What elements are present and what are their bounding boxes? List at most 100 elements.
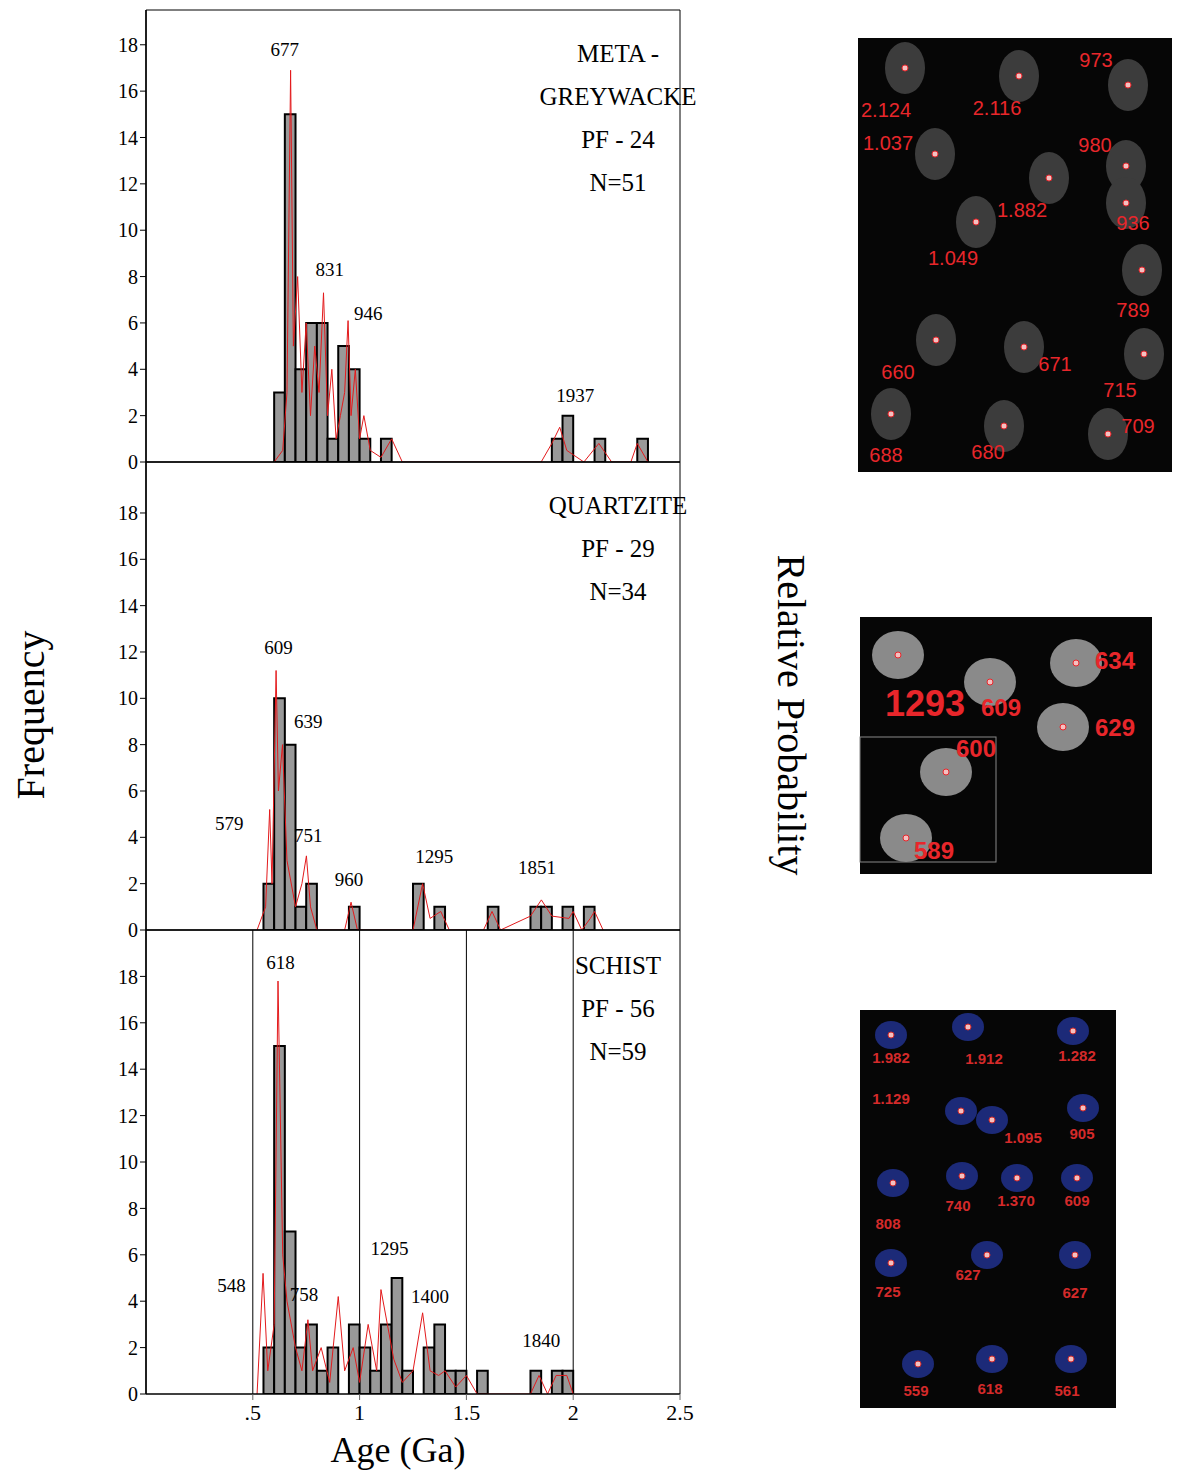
svg-text:10: 10 bbox=[118, 1151, 138, 1173]
svg-text:10: 10 bbox=[118, 219, 138, 241]
svg-text:1.095: 1.095 bbox=[1004, 1129, 1042, 1146]
svg-text:609: 609 bbox=[981, 694, 1021, 721]
svg-text:PF - 56: PF - 56 bbox=[581, 995, 655, 1022]
svg-text:2.124: 2.124 bbox=[861, 99, 911, 121]
svg-text:1.049: 1.049 bbox=[928, 247, 978, 269]
svg-text:660: 660 bbox=[881, 361, 914, 383]
svg-text:1.5: 1.5 bbox=[453, 1400, 481, 1425]
svg-text:1295: 1295 bbox=[371, 1238, 409, 1259]
svg-text:6: 6 bbox=[128, 312, 138, 334]
svg-text:629: 629 bbox=[1095, 714, 1135, 741]
svg-text:609: 609 bbox=[1064, 1192, 1089, 1209]
svg-text:559: 559 bbox=[903, 1382, 928, 1399]
svg-text:META -: META - bbox=[577, 40, 659, 67]
svg-text:740: 740 bbox=[945, 1197, 970, 1214]
svg-text:PF - 24: PF - 24 bbox=[581, 126, 655, 153]
svg-text:6: 6 bbox=[128, 1244, 138, 1266]
svg-text:960: 960 bbox=[335, 869, 364, 890]
svg-text:6: 6 bbox=[128, 780, 138, 802]
svg-text:1840: 1840 bbox=[522, 1330, 560, 1351]
svg-text:4: 4 bbox=[128, 358, 138, 380]
svg-text:1.912: 1.912 bbox=[965, 1050, 1003, 1067]
svg-text:980: 980 bbox=[1078, 134, 1111, 156]
svg-text:634: 634 bbox=[1095, 647, 1136, 674]
svg-text:N=51: N=51 bbox=[589, 169, 646, 196]
svg-text:14: 14 bbox=[118, 1058, 138, 1080]
svg-text:831: 831 bbox=[315, 259, 344, 280]
svg-text:GREYWACKE: GREYWACKE bbox=[540, 83, 697, 110]
svg-text:10: 10 bbox=[118, 687, 138, 709]
svg-text:973: 973 bbox=[1079, 49, 1112, 71]
svg-text:16: 16 bbox=[118, 548, 138, 570]
svg-text:1.282: 1.282 bbox=[1058, 1047, 1096, 1064]
svg-text:1851: 1851 bbox=[518, 857, 556, 878]
svg-text:725: 725 bbox=[875, 1283, 900, 1300]
svg-text:N=59: N=59 bbox=[589, 1038, 646, 1065]
svg-text:1937: 1937 bbox=[556, 385, 594, 406]
svg-text:1.129: 1.129 bbox=[872, 1090, 910, 1107]
svg-text:1.882: 1.882 bbox=[997, 199, 1047, 221]
svg-text:1295: 1295 bbox=[415, 846, 453, 867]
svg-text:14: 14 bbox=[118, 595, 138, 617]
svg-text:905: 905 bbox=[1069, 1125, 1094, 1142]
svg-text:609: 609 bbox=[264, 637, 293, 658]
svg-text:789: 789 bbox=[1116, 299, 1149, 321]
svg-text:2: 2 bbox=[128, 1337, 138, 1359]
svg-text:671: 671 bbox=[1038, 353, 1071, 375]
svg-text:0: 0 bbox=[128, 1383, 138, 1405]
svg-text:8: 8 bbox=[128, 1198, 138, 1220]
svg-text:2: 2 bbox=[128, 405, 138, 427]
svg-text:758: 758 bbox=[290, 1284, 319, 1305]
svg-text:709: 709 bbox=[1121, 415, 1154, 437]
svg-text:4: 4 bbox=[128, 826, 138, 848]
svg-text:18: 18 bbox=[118, 502, 138, 524]
svg-text:627: 627 bbox=[1062, 1284, 1087, 1301]
svg-text:2: 2 bbox=[568, 1400, 579, 1425]
svg-text:946: 946 bbox=[354, 303, 383, 324]
svg-text:4: 4 bbox=[128, 1290, 138, 1312]
svg-text:14: 14 bbox=[118, 127, 138, 149]
svg-text:0: 0 bbox=[128, 919, 138, 941]
svg-text:589: 589 bbox=[914, 837, 954, 864]
svg-text:618: 618 bbox=[266, 952, 295, 973]
svg-text:12: 12 bbox=[118, 173, 138, 195]
svg-text:.5: .5 bbox=[245, 1400, 261, 1425]
svg-text:SCHIST: SCHIST bbox=[575, 952, 661, 979]
svg-text:1.037: 1.037 bbox=[863, 132, 913, 154]
svg-text:Relative Probability: Relative Probability bbox=[769, 554, 814, 875]
svg-text:1.370: 1.370 bbox=[997, 1192, 1035, 1209]
svg-text:2: 2 bbox=[128, 873, 138, 895]
svg-text:2.5: 2.5 bbox=[666, 1400, 694, 1425]
svg-text:639: 639 bbox=[294, 711, 323, 732]
svg-text:715: 715 bbox=[1103, 379, 1136, 401]
svg-text:618: 618 bbox=[977, 1380, 1002, 1397]
svg-text:18: 18 bbox=[118, 34, 138, 56]
svg-text:18: 18 bbox=[118, 966, 138, 988]
svg-text:936: 936 bbox=[1116, 212, 1149, 234]
svg-text:QUARTZITE: QUARTZITE bbox=[549, 492, 688, 519]
svg-text:12: 12 bbox=[118, 1105, 138, 1127]
svg-text:8: 8 bbox=[128, 734, 138, 756]
svg-text:16: 16 bbox=[118, 1012, 138, 1034]
svg-text:N=34: N=34 bbox=[589, 578, 647, 605]
svg-text:Frequency: Frequency bbox=[8, 631, 53, 800]
svg-text:1293: 1293 bbox=[885, 683, 965, 724]
svg-text:2.116: 2.116 bbox=[973, 97, 1022, 119]
svg-text:677: 677 bbox=[271, 39, 300, 60]
svg-text:561: 561 bbox=[1054, 1382, 1079, 1399]
svg-text:548: 548 bbox=[217, 1275, 246, 1296]
svg-text:751: 751 bbox=[294, 825, 323, 846]
svg-text:627: 627 bbox=[955, 1266, 980, 1283]
svg-text:16: 16 bbox=[118, 80, 138, 102]
svg-text:12: 12 bbox=[118, 641, 138, 663]
svg-text:PF - 29: PF - 29 bbox=[581, 535, 655, 562]
svg-text:8: 8 bbox=[128, 266, 138, 288]
svg-text:680: 680 bbox=[971, 441, 1004, 463]
svg-text:600: 600 bbox=[956, 735, 996, 762]
svg-text:Age (Ga): Age (Ga) bbox=[331, 1430, 466, 1470]
svg-text:1400: 1400 bbox=[411, 1286, 449, 1307]
svg-text:579: 579 bbox=[215, 813, 244, 834]
svg-text:0: 0 bbox=[128, 451, 138, 473]
svg-text:1.982: 1.982 bbox=[872, 1049, 910, 1066]
svg-text:808: 808 bbox=[875, 1215, 900, 1232]
